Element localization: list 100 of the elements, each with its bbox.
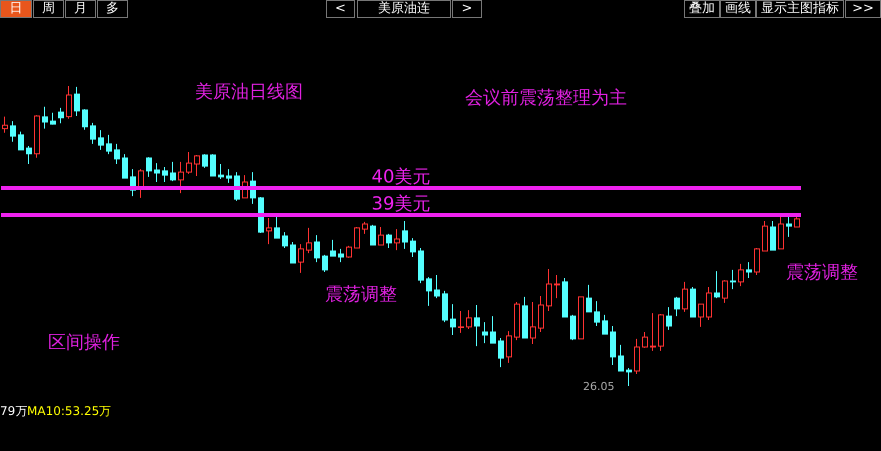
candlestick (578, 296, 584, 340)
candlestick (98, 130, 104, 150)
text: 周 (33, 0, 64, 18)
candlestick (458, 310, 464, 334)
candlestick (42, 106, 48, 130)
candlestick (738, 263, 744, 287)
candlestick (434, 274, 440, 299)
candlestick (658, 314, 664, 352)
candlestick (50, 112, 56, 126)
candlestick (426, 276, 432, 306)
text: 显示主图指标 (756, 0, 844, 18)
candlestick (714, 270, 720, 299)
candlestick (322, 254, 328, 272)
candlestick (306, 227, 312, 254)
candlestick (482, 322, 488, 344)
candlestick (602, 314, 608, 335)
candlestick (346, 245, 352, 258)
candlestick (122, 154, 128, 179)
candlestick (538, 296, 544, 332)
text: 多 (97, 0, 128, 18)
candlestick (218, 164, 224, 180)
candlestick (338, 248, 344, 263)
annotation: 区间操作 (48, 331, 120, 354)
candlestick (506, 330, 512, 364)
candlestick (610, 326, 616, 366)
candlestick (594, 300, 600, 326)
text: 叠加 (684, 0, 720, 18)
candlestick (762, 220, 768, 252)
candlestick (266, 218, 272, 245)
candlestick (186, 152, 192, 174)
candlestick (298, 244, 304, 274)
candlestick (146, 156, 152, 178)
candlestick (690, 286, 696, 318)
candlestick (58, 107, 64, 124)
candlestick (90, 122, 96, 144)
ref-line-label: 40美元 (372, 166, 430, 188)
candlestick (554, 274, 560, 299)
annotation: 震荡调整 (325, 283, 397, 306)
candlestick (674, 296, 680, 317)
text: 美原油连 (357, 0, 451, 18)
candlestick (522, 296, 528, 338)
candlestick (450, 304, 456, 336)
candlestick (562, 278, 568, 318)
candlestick (626, 368, 632, 386)
candlestick (778, 215, 784, 250)
annotation: 26.05 (583, 380, 614, 393)
candlestick (362, 221, 368, 234)
candlestick (650, 312, 656, 352)
text: MA10:53.25万 (27, 403, 112, 420)
candlestick (66, 86, 72, 120)
annotation: 震荡调整 (786, 261, 858, 284)
candlestick (786, 214, 792, 238)
candlestick (666, 306, 672, 330)
candlestick (194, 154, 200, 176)
candlestick (394, 228, 400, 251)
candlestick (410, 238, 416, 258)
candlestick (498, 338, 504, 368)
candlestick (2, 116, 8, 134)
text: 画线 (720, 0, 756, 18)
candlestick (386, 233, 392, 248)
text: >> (845, 0, 881, 18)
chart-subtitle: 会议前震荡整理为主 (465, 88, 627, 108)
candlestick (34, 114, 40, 158)
candlestick (570, 314, 576, 341)
candlestick (274, 214, 280, 239)
candlestick (490, 316, 496, 344)
candlestick (730, 269, 736, 290)
text: 79万 (0, 403, 28, 420)
candlestick (314, 234, 320, 263)
candlestick (514, 302, 520, 341)
candlestick (586, 284, 592, 312)
candlestick (226, 168, 232, 184)
candlestick (442, 290, 448, 323)
candlestick (354, 226, 360, 248)
candlestick (794, 214, 800, 228)
candlestick (378, 226, 384, 246)
candlestick (282, 232, 288, 248)
candlestick (474, 304, 480, 347)
candlestick (202, 154, 208, 168)
candlestick (682, 281, 688, 312)
candlestick (402, 220, 408, 250)
candlestick (546, 268, 552, 312)
candlestick (82, 108, 88, 130)
candlestick (106, 134, 112, 155)
candlestick (26, 146, 32, 164)
candlestick (722, 280, 728, 304)
text: < (326, 0, 355, 18)
text: 月 (65, 0, 96, 18)
candlestick (370, 224, 376, 246)
candlestick (698, 304, 704, 328)
candlestick (210, 154, 216, 176)
candlestick (290, 242, 296, 264)
candlestick (618, 344, 624, 372)
candlestick (114, 143, 120, 164)
candlestick (754, 248, 760, 276)
candlestick (18, 131, 24, 150)
candlestick (74, 86, 80, 116)
chart-title: 美原油日线图 (195, 82, 303, 102)
candlestick (530, 302, 536, 344)
candlestick (170, 161, 176, 182)
